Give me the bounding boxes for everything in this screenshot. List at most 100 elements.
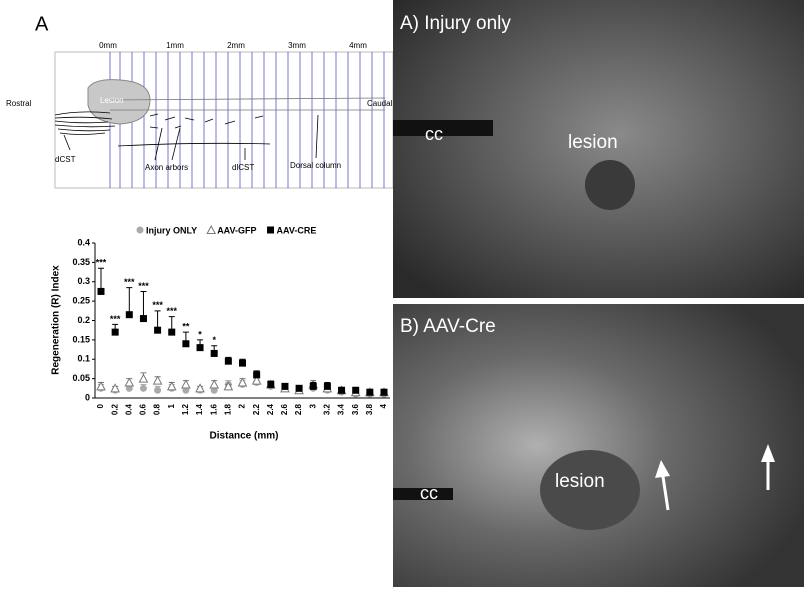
dcst-label: dCST	[55, 155, 76, 164]
x-tick-label: 0.6	[139, 403, 148, 415]
data-point	[139, 375, 147, 383]
x-tick-label: 2	[238, 403, 247, 408]
data-point	[381, 389, 388, 396]
x-tick-label: 1.8	[223, 403, 232, 415]
x-tick-label: 2.4	[266, 403, 275, 415]
data-point	[140, 315, 147, 322]
data-point	[125, 379, 133, 387]
data-point	[154, 377, 162, 385]
y-tick-label: 0.35	[72, 257, 90, 267]
mm-label: 4mm	[349, 41, 367, 50]
error-bar	[140, 291, 146, 318]
data-point	[296, 385, 303, 392]
legend-marker	[207, 226, 215, 234]
x-tick-label: 3.8	[365, 403, 374, 415]
lesion-label: Lesion	[100, 96, 124, 105]
rostral-label: Rostral	[6, 99, 32, 108]
x-tick-label: 4	[379, 403, 388, 408]
y-tick-label: 0.1	[77, 354, 90, 364]
dlcst-label: dlCST	[232, 163, 254, 172]
significance-label: *	[198, 329, 202, 339]
x-tick-label: 0	[96, 403, 105, 408]
significance-label: ***	[96, 258, 107, 268]
y-tick-label: 0.15	[72, 334, 90, 344]
image-title: A) Injury only	[400, 13, 511, 34]
data-point	[168, 329, 175, 336]
image-title: B) AAV-Cre	[400, 316, 496, 337]
data-point	[239, 360, 246, 367]
cc-label: cc	[420, 483, 438, 503]
data-point	[97, 382, 105, 390]
legend-label: AAV-GFP	[217, 225, 256, 235]
data-point	[112, 329, 119, 336]
data-point	[267, 381, 274, 388]
x-tick-label: 1.4	[195, 403, 204, 415]
mm-label: 0mm	[99, 41, 117, 50]
data-point	[253, 371, 260, 378]
caudal-label: Caudal	[367, 99, 393, 108]
mm-label: 1mm	[166, 41, 184, 50]
axon-arbors-label: Axon arbors	[145, 163, 188, 172]
y-tick-label: 0.05	[72, 373, 90, 383]
data-point	[239, 379, 247, 387]
mm-label: 3mm	[288, 41, 306, 50]
x-tick-label: 3.6	[351, 403, 360, 415]
lesion-label: lesion	[568, 132, 618, 153]
legend-label: Injury ONLY	[146, 225, 197, 235]
y-axis-label: Regeneration (R) Index	[51, 265, 62, 375]
legend-marker	[267, 227, 274, 234]
data-point	[324, 383, 331, 390]
figure: A 0mm 1mm 2mm 3mm 4mm Lesion Rostral Cau…	[0, 0, 804, 587]
y-tick-label: 0.4	[77, 237, 90, 247]
x-tick-label: 3.2	[323, 403, 332, 415]
significance-label: ***	[152, 300, 163, 310]
data-point	[281, 383, 288, 390]
dorsal-column-label: Dorsal column	[290, 161, 341, 170]
legend-marker	[137, 227, 144, 234]
y-tick-label: 0.2	[77, 315, 90, 325]
x-tick-label: 2.6	[280, 403, 289, 415]
mm-label: 2mm	[227, 41, 245, 50]
data-point	[366, 389, 373, 396]
error-bar	[126, 288, 132, 315]
schematic: 0mm 1mm 2mm 3mm 4mm Lesion Rostral Cauda…	[6, 41, 393, 188]
image-panel: A) Injury only cc lesion B) AAV-Cre cc l…	[393, 0, 804, 587]
x-tick-label: 0.2	[110, 403, 119, 415]
significance-label: ***	[124, 277, 135, 287]
data-point	[154, 327, 161, 334]
significance-label: ***	[138, 281, 149, 291]
y-tick-label: 0.25	[72, 296, 90, 306]
x-tick-label: 2.8	[294, 403, 303, 415]
data-point	[197, 344, 204, 351]
data-point	[140, 385, 147, 392]
data-point	[210, 380, 218, 388]
data-point	[182, 340, 189, 347]
lesion-label: lesion	[555, 471, 605, 492]
x-tick-label: 1.6	[209, 403, 218, 415]
x-tick-label: 0.8	[153, 403, 162, 415]
data-point	[126, 311, 133, 318]
data-point	[352, 387, 359, 394]
page: {"panel_label":"A", "schematic":{"mm_lab…	[0, 0, 804, 592]
significance-label: ***	[110, 314, 121, 324]
panel-label: A	[35, 13, 49, 35]
data-point	[168, 382, 176, 390]
data-point	[310, 383, 317, 390]
data-point	[98, 288, 105, 295]
x-tick-label: 2.2	[252, 403, 261, 415]
y-tick-label: 0.3	[77, 276, 90, 286]
legend-label: AAV-CRE	[277, 225, 317, 235]
cc-label: cc	[425, 124, 443, 144]
x-tick-label: 3.4	[337, 403, 346, 415]
significance-label: *	[212, 335, 216, 345]
x-tick-label: 1	[167, 403, 176, 408]
x-axis-label: Distance (mm)	[210, 431, 279, 442]
x-tick-label: 0.4	[124, 403, 133, 415]
significance-label: **	[182, 322, 190, 332]
significance-label: ***	[166, 306, 177, 316]
data-point	[225, 358, 232, 365]
data-point	[211, 350, 218, 357]
x-tick-label: 3	[308, 403, 317, 408]
data-point	[182, 380, 190, 388]
y-tick-label: 0	[85, 392, 90, 402]
